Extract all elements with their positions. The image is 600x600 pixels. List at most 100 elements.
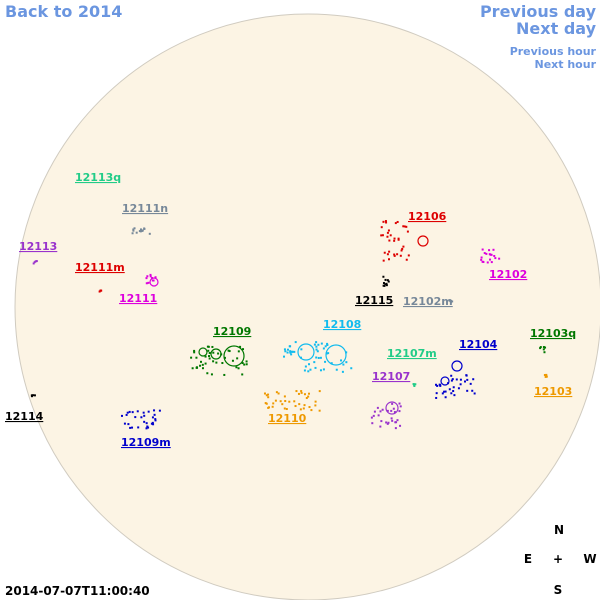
spot-dot xyxy=(150,422,153,425)
spot-dot xyxy=(281,403,284,406)
spot-dot xyxy=(128,410,131,413)
region-label[interactable]: 12102m xyxy=(403,295,453,308)
region-label[interactable]: 12102 xyxy=(489,268,527,281)
spot-dot xyxy=(481,248,484,251)
spot-dot xyxy=(228,350,231,353)
spot-dot xyxy=(148,232,151,235)
spot-circle xyxy=(297,343,315,361)
next-day-link[interactable]: Next day xyxy=(516,19,596,38)
spot-circle xyxy=(440,376,450,386)
spot-dot xyxy=(386,231,389,234)
spot-dot xyxy=(390,409,393,412)
spot-dot xyxy=(388,258,391,261)
spot-dot xyxy=(386,422,389,425)
spot-dot xyxy=(265,402,268,405)
spot-dot xyxy=(398,402,401,405)
spot-circle xyxy=(451,360,463,372)
spot-dot xyxy=(190,356,193,359)
spot-dot xyxy=(397,237,400,240)
spot-dot xyxy=(466,378,469,381)
spot-dot xyxy=(316,350,319,353)
spot-dot xyxy=(319,369,322,372)
region-label[interactable]: 12115 xyxy=(355,294,393,307)
spot-dot xyxy=(335,368,338,371)
spot-dot xyxy=(317,343,320,346)
spot-dot xyxy=(313,361,316,364)
spot-dot xyxy=(451,300,454,303)
spot-dot xyxy=(131,426,134,429)
region-label[interactable]: 12109 xyxy=(213,325,251,338)
spot-dot xyxy=(193,351,196,354)
spot-dot xyxy=(30,395,33,398)
next-hour-link[interactable]: Next hour xyxy=(534,58,597,71)
spot-dot xyxy=(302,407,305,410)
spot-circle xyxy=(385,401,399,415)
spot-dot xyxy=(317,356,320,359)
region-label[interactable]: 12104 xyxy=(459,338,498,351)
region-label[interactable]: 12113q xyxy=(75,171,121,184)
spot-dot xyxy=(263,392,266,395)
region-label[interactable]: 12111n xyxy=(122,202,168,215)
spot-dot xyxy=(275,391,278,394)
spot-dot xyxy=(243,363,246,366)
spot-dot xyxy=(320,342,323,345)
spot-dot xyxy=(436,384,439,387)
spot-dot xyxy=(288,345,291,348)
spot-dot xyxy=(237,350,240,353)
spot-dot xyxy=(492,248,495,251)
compass-south: S xyxy=(554,583,563,597)
spot-dot xyxy=(394,427,397,430)
region-label[interactable]: 12109m xyxy=(121,436,171,449)
spot-dot xyxy=(392,407,395,410)
spot-dot xyxy=(308,406,311,409)
region-label[interactable]: 12106 xyxy=(408,210,447,223)
region-label[interactable]: 12107m xyxy=(387,347,437,360)
spot-dot xyxy=(283,407,286,410)
spot-dot xyxy=(193,349,196,352)
region-label[interactable]: 12114 xyxy=(5,410,44,423)
spot-dot xyxy=(372,414,375,417)
previous-day-link[interactable]: Previous day xyxy=(479,2,596,21)
spot-dot xyxy=(295,390,298,393)
spot-dot xyxy=(308,363,311,366)
spot-circle xyxy=(417,235,429,247)
spot-dot xyxy=(149,273,152,276)
spot-dot xyxy=(388,239,391,242)
spot-dot xyxy=(242,348,245,351)
region-label[interactable]: 12111 xyxy=(119,292,157,305)
spot-dot xyxy=(314,404,317,407)
spot-dot xyxy=(380,420,383,423)
spot-dot xyxy=(399,405,402,408)
previous-hour-link[interactable]: Previous hour xyxy=(509,45,596,58)
spot-dot xyxy=(318,390,321,393)
back-link[interactable]: Back to 2014 xyxy=(5,2,123,21)
spot-dot xyxy=(382,282,385,285)
spot-dot xyxy=(345,361,348,364)
region-label[interactable]: 12103 xyxy=(534,385,572,398)
spot-dot xyxy=(319,356,322,359)
spot-dot xyxy=(293,350,296,353)
spot-dot xyxy=(543,351,546,354)
spot-dot xyxy=(227,349,230,352)
spot-dot xyxy=(452,390,455,393)
region-label[interactable]: 12111m xyxy=(75,261,125,274)
spot-dot xyxy=(129,426,132,429)
spot-dot xyxy=(204,362,207,365)
region-label[interactable]: 12107 xyxy=(372,370,410,383)
spot-dot xyxy=(307,395,310,398)
region-label[interactable]: 12113 xyxy=(19,240,57,253)
spot-dot xyxy=(380,234,383,237)
spot-dot xyxy=(326,342,329,345)
spot-dot xyxy=(290,350,293,353)
spot-dot xyxy=(264,402,267,405)
spot-dot xyxy=(135,231,138,234)
spot-dot xyxy=(386,279,389,282)
spot-dot xyxy=(208,351,211,354)
spot-dot xyxy=(466,389,469,392)
region-label[interactable]: 12108 xyxy=(323,318,361,331)
spot-dot xyxy=(473,392,476,395)
spot-dot xyxy=(143,414,146,417)
region-label[interactable]: 12103q xyxy=(530,327,576,340)
region-label[interactable]: 12110 xyxy=(268,412,307,425)
spot-dot xyxy=(326,343,329,346)
